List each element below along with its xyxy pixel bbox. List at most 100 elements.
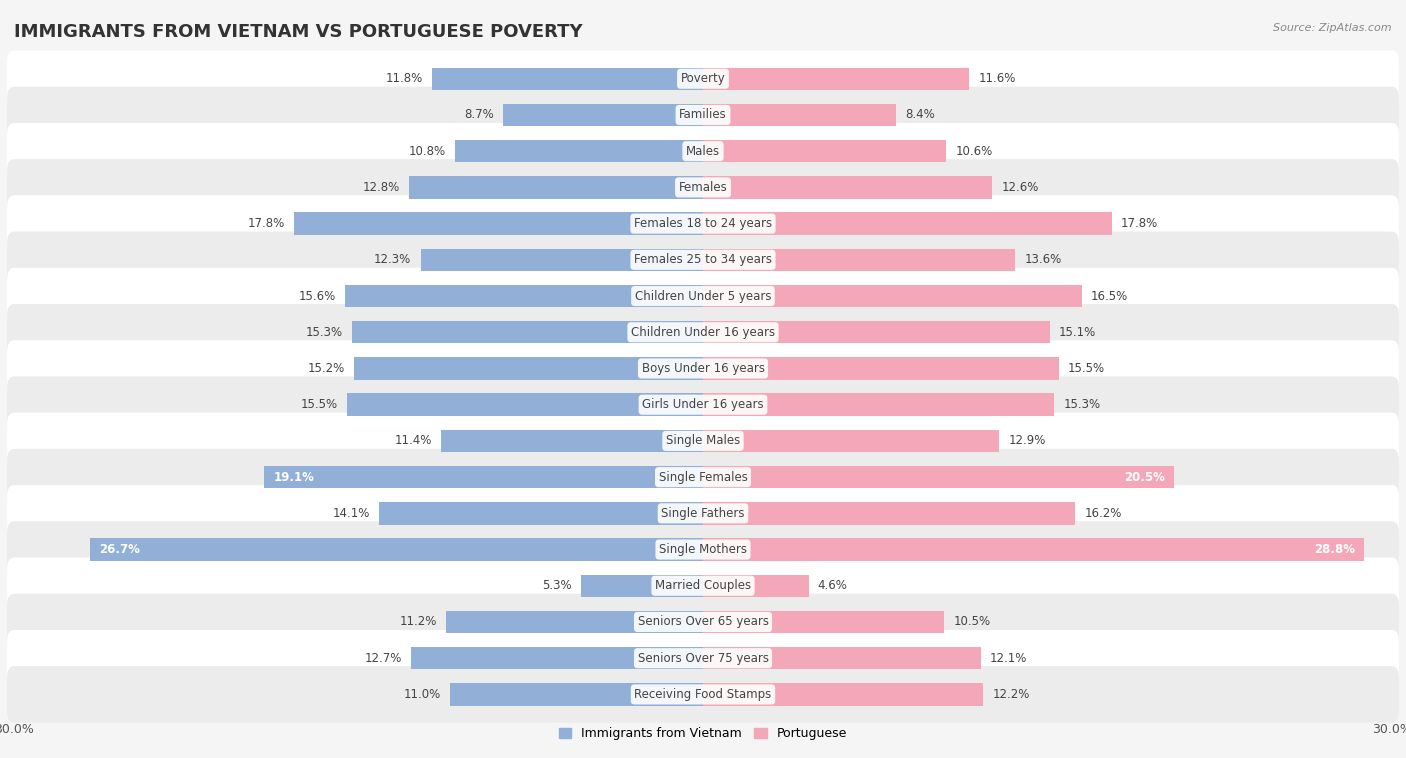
Text: Poverty: Poverty (681, 72, 725, 85)
Text: 20.5%: 20.5% (1123, 471, 1164, 484)
Bar (344, 285, 703, 307)
Text: 19.1%: 19.1% (274, 471, 315, 484)
Text: Seniors Over 65 years: Seniors Over 65 years (637, 615, 769, 628)
Bar (90, 538, 703, 561)
Bar (703, 176, 993, 199)
Bar (409, 176, 703, 199)
FancyBboxPatch shape (7, 86, 1399, 143)
Text: Single Mothers: Single Mothers (659, 543, 747, 556)
Bar (703, 67, 969, 90)
Text: 10.8%: 10.8% (409, 145, 446, 158)
FancyBboxPatch shape (7, 630, 1399, 687)
Text: 12.9%: 12.9% (1008, 434, 1046, 447)
Text: 17.8%: 17.8% (247, 217, 285, 230)
Text: 15.5%: 15.5% (1069, 362, 1105, 375)
FancyBboxPatch shape (7, 340, 1399, 396)
Bar (441, 430, 703, 452)
Text: 8.4%: 8.4% (905, 108, 935, 121)
FancyBboxPatch shape (7, 377, 1399, 433)
Text: Single Fathers: Single Fathers (661, 507, 745, 520)
FancyBboxPatch shape (7, 522, 1399, 578)
FancyBboxPatch shape (7, 666, 1399, 722)
Text: 16.2%: 16.2% (1084, 507, 1122, 520)
Bar (703, 357, 1059, 380)
FancyBboxPatch shape (7, 449, 1399, 506)
Text: Receiving Food Stamps: Receiving Food Stamps (634, 688, 772, 701)
FancyBboxPatch shape (7, 558, 1399, 614)
Legend: Immigrants from Vietnam, Portuguese: Immigrants from Vietnam, Portuguese (554, 722, 852, 745)
Text: 15.3%: 15.3% (1063, 398, 1101, 411)
Bar (703, 393, 1054, 416)
Text: 15.3%: 15.3% (305, 326, 343, 339)
Bar (294, 212, 703, 235)
FancyBboxPatch shape (7, 196, 1399, 252)
Text: 10.5%: 10.5% (953, 615, 990, 628)
Text: 10.6%: 10.6% (956, 145, 993, 158)
Bar (450, 683, 703, 706)
FancyBboxPatch shape (7, 304, 1399, 361)
Text: 15.5%: 15.5% (301, 398, 337, 411)
Bar (446, 611, 703, 633)
Text: 17.8%: 17.8% (1121, 217, 1159, 230)
Bar (581, 575, 703, 597)
Text: Females 18 to 24 years: Females 18 to 24 years (634, 217, 772, 230)
Text: 8.7%: 8.7% (464, 108, 494, 121)
Text: Married Couples: Married Couples (655, 579, 751, 592)
Bar (703, 285, 1083, 307)
Text: Females: Females (679, 181, 727, 194)
FancyBboxPatch shape (7, 123, 1399, 180)
Text: 14.1%: 14.1% (333, 507, 370, 520)
Text: 15.6%: 15.6% (298, 290, 336, 302)
Text: 11.6%: 11.6% (979, 72, 1017, 85)
Bar (703, 538, 1364, 561)
Text: 11.0%: 11.0% (404, 688, 441, 701)
Text: 12.8%: 12.8% (363, 181, 399, 194)
FancyBboxPatch shape (7, 268, 1399, 324)
Bar (703, 575, 808, 597)
Text: Single Females: Single Females (658, 471, 748, 484)
Bar (703, 430, 1000, 452)
Text: 11.2%: 11.2% (399, 615, 437, 628)
Bar (456, 140, 703, 162)
FancyBboxPatch shape (7, 594, 1399, 650)
Text: 15.1%: 15.1% (1059, 326, 1097, 339)
Text: 15.2%: 15.2% (308, 362, 344, 375)
Bar (352, 321, 703, 343)
Bar (703, 502, 1076, 525)
Text: 12.1%: 12.1% (990, 652, 1028, 665)
Text: Males: Males (686, 145, 720, 158)
Text: 12.3%: 12.3% (374, 253, 412, 266)
Bar (703, 249, 1015, 271)
Bar (703, 611, 945, 633)
Text: Source: ZipAtlas.com: Source: ZipAtlas.com (1274, 23, 1392, 33)
Bar (703, 212, 1112, 235)
FancyBboxPatch shape (7, 485, 1399, 541)
Text: 4.6%: 4.6% (818, 579, 848, 592)
FancyBboxPatch shape (7, 412, 1399, 469)
Text: 12.7%: 12.7% (364, 652, 402, 665)
Bar (354, 357, 703, 380)
Text: 26.7%: 26.7% (98, 543, 141, 556)
Bar (703, 321, 1050, 343)
Text: 13.6%: 13.6% (1025, 253, 1062, 266)
Text: Single Males: Single Males (666, 434, 740, 447)
Bar (703, 647, 981, 669)
Text: 5.3%: 5.3% (543, 579, 572, 592)
FancyBboxPatch shape (7, 232, 1399, 288)
Text: 28.8%: 28.8% (1315, 543, 1355, 556)
Text: Families: Families (679, 108, 727, 121)
Bar (264, 466, 703, 488)
FancyBboxPatch shape (7, 159, 1399, 215)
Text: Females 25 to 34 years: Females 25 to 34 years (634, 253, 772, 266)
Bar (420, 249, 703, 271)
Text: 12.6%: 12.6% (1001, 181, 1039, 194)
Bar (503, 104, 703, 126)
Text: Children Under 5 years: Children Under 5 years (634, 290, 772, 302)
Text: 16.5%: 16.5% (1091, 290, 1129, 302)
Bar (703, 104, 896, 126)
Text: Seniors Over 75 years: Seniors Over 75 years (637, 652, 769, 665)
Text: Boys Under 16 years: Boys Under 16 years (641, 362, 765, 375)
Text: 12.2%: 12.2% (993, 688, 1029, 701)
Bar (703, 466, 1174, 488)
Text: Children Under 16 years: Children Under 16 years (631, 326, 775, 339)
